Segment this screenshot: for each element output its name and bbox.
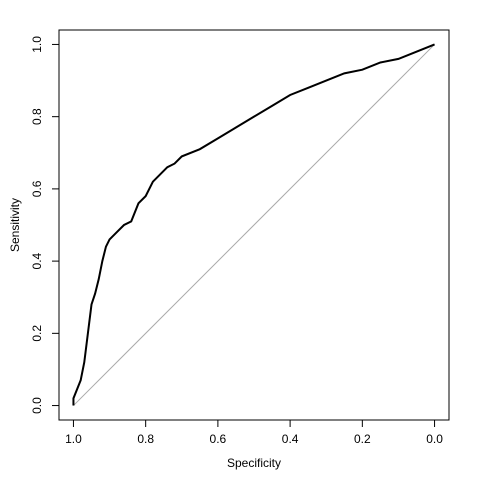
roc-curve bbox=[72, 43, 435, 406]
y-tick-label: 0.2 bbox=[30, 325, 44, 342]
x-tick-label: 0.2 bbox=[354, 432, 371, 446]
reference-line bbox=[73, 44, 435, 406]
y-tick-label: 1.0 bbox=[30, 36, 44, 53]
x-axis-label: Specificity bbox=[227, 456, 281, 470]
y-tick-label: 0.8 bbox=[30, 108, 44, 125]
x-tick-label: 0.4 bbox=[282, 432, 299, 446]
x-tick-label: 0.0 bbox=[426, 432, 443, 446]
x-tick-label: 1.0 bbox=[65, 432, 82, 446]
x-tick-label: 0.6 bbox=[210, 432, 227, 446]
y-tick-label: 0.4 bbox=[30, 252, 44, 269]
y-tick-label: 0.0 bbox=[30, 397, 44, 414]
plot-box bbox=[58, 29, 450, 421]
y-tick-label: 0.6 bbox=[30, 180, 44, 197]
x-tick-label: 0.8 bbox=[137, 432, 154, 446]
y-axis-label: Sensitivity bbox=[8, 198, 22, 252]
